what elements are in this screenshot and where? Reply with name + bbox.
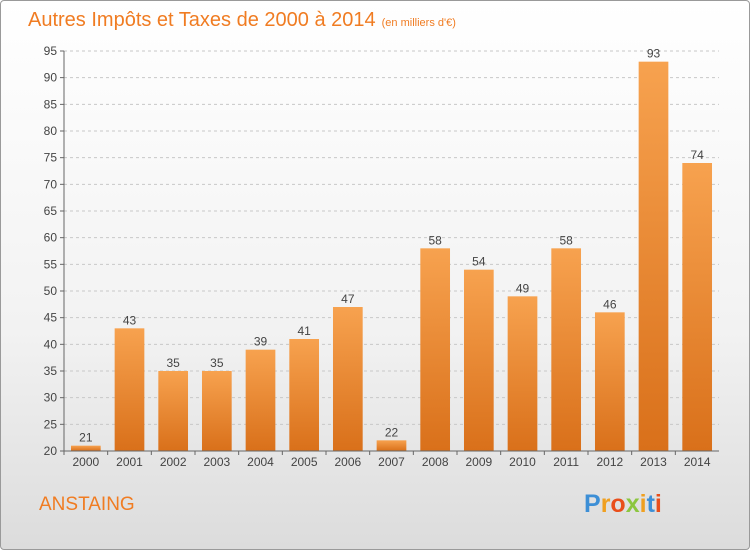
y-tick-label: 75 <box>44 151 58 165</box>
value-label-2001: 43 <box>123 313 137 327</box>
y-tick-label: 80 <box>44 124 58 138</box>
y-tick-label: 20 <box>44 444 58 458</box>
value-label-2002: 35 <box>166 356 180 370</box>
logo-letter: P <box>584 490 601 518</box>
x-tick-label: 2004 <box>247 455 274 469</box>
bar-2008 <box>420 248 451 451</box>
y-tick-label: 95 <box>44 44 58 58</box>
bar-2010 <box>507 296 538 451</box>
y-tick-label: 40 <box>44 337 58 351</box>
bar-2009 <box>463 269 494 451</box>
x-tick-label: 2012 <box>596 455 623 469</box>
y-axis-ticks: 20 25 30 35 40 45 50 55 60 65 70 75 80 85 90 95 <box>44 44 64 458</box>
bar-2005 <box>289 339 320 451</box>
value-label-2012: 46 <box>603 297 617 311</box>
bar-2007 <box>376 440 407 451</box>
chart-subtitle: (en milliers d'€) <box>381 17 456 29</box>
y-tick-label: 85 <box>44 97 58 111</box>
bar-2006 <box>332 307 363 451</box>
proxiti-logo: Proxiti <box>584 490 662 519</box>
bar-2012 <box>594 312 625 451</box>
chart-title: Autres Impôts et Taxes de 2000 à 2014 <box>28 9 376 31</box>
y-tick-label: 25 <box>44 417 58 431</box>
value-label-2003: 35 <box>210 356 224 370</box>
bar-2001 <box>114 328 145 451</box>
y-tick-label: 50 <box>44 284 58 298</box>
x-tick-label: 2002 <box>160 455 187 469</box>
value-label-2013: 93 <box>647 47 661 61</box>
x-tick-label: 2009 <box>465 455 492 469</box>
value-label-2014: 74 <box>690 148 704 162</box>
x-tick-label: 2008 <box>422 455 449 469</box>
value-label-2008: 58 <box>428 233 442 247</box>
axes <box>63 51 719 452</box>
value-label-2004: 39 <box>254 335 268 349</box>
bar-2011 <box>551 248 582 451</box>
bar-2002 <box>158 371 189 451</box>
value-labels: 21 43 35 35 39 41 47 22 58 54 49 58 46 93 74 <box>79 47 704 445</box>
x-tick-label: 2006 <box>334 455 361 469</box>
x-tick-label: 2011 <box>553 455 579 469</box>
y-tick-label: 45 <box>44 311 58 325</box>
x-tick-label: 2003 <box>203 455 230 469</box>
logo-letter: t <box>646 490 655 518</box>
logo-letter: o <box>610 490 626 518</box>
bars <box>70 61 713 452</box>
x-tick-label: 2014 <box>684 455 711 469</box>
location-name: ANSTAING <box>39 494 135 515</box>
logo-letter: r <box>600 490 611 518</box>
value-label-2011: 58 <box>559 233 573 247</box>
value-label-2000: 21 <box>79 431 93 445</box>
y-tick-label: 70 <box>44 177 58 191</box>
title-line: Autres Impôts et Taxes de 2000 à 2014 (en… <box>28 9 456 32</box>
y-tick-label: 90 <box>44 71 58 85</box>
x-axis-ticks: 2000 2001 2002 2003 2004 2005 2006 2007 2008 2009… <box>63 451 711 469</box>
value-label-2007: 22 <box>385 425 399 439</box>
value-label-2005: 41 <box>297 324 311 338</box>
logo-letter: i <box>654 490 662 518</box>
value-label-2010: 49 <box>516 281 530 295</box>
bar-2000 <box>70 445 101 451</box>
x-tick-label: 2000 <box>72 455 99 469</box>
value-label-2009: 54 <box>472 255 486 269</box>
y-tick-label: 65 <box>44 204 58 218</box>
value-label-2006: 47 <box>341 292 355 306</box>
y-tick-label: 60 <box>44 231 58 245</box>
logo-letter: i <box>639 490 647 518</box>
bar-2004 <box>245 349 276 451</box>
y-tick-label: 30 <box>44 391 58 405</box>
bar-2003 <box>201 371 232 451</box>
x-tick-label: 2007 <box>378 455 405 469</box>
x-tick-label: 2001 <box>116 455 143 469</box>
bar-2014 <box>682 163 713 451</box>
x-tick-label: 2013 <box>640 455 667 469</box>
x-tick-label: 2010 <box>509 455 536 469</box>
logo-letter: x <box>625 490 640 518</box>
x-tick-label: 2005 <box>291 455 318 469</box>
y-tick-label: 55 <box>44 257 58 271</box>
bar-2013 <box>638 61 669 452</box>
y-tick-label: 35 <box>44 364 58 378</box>
